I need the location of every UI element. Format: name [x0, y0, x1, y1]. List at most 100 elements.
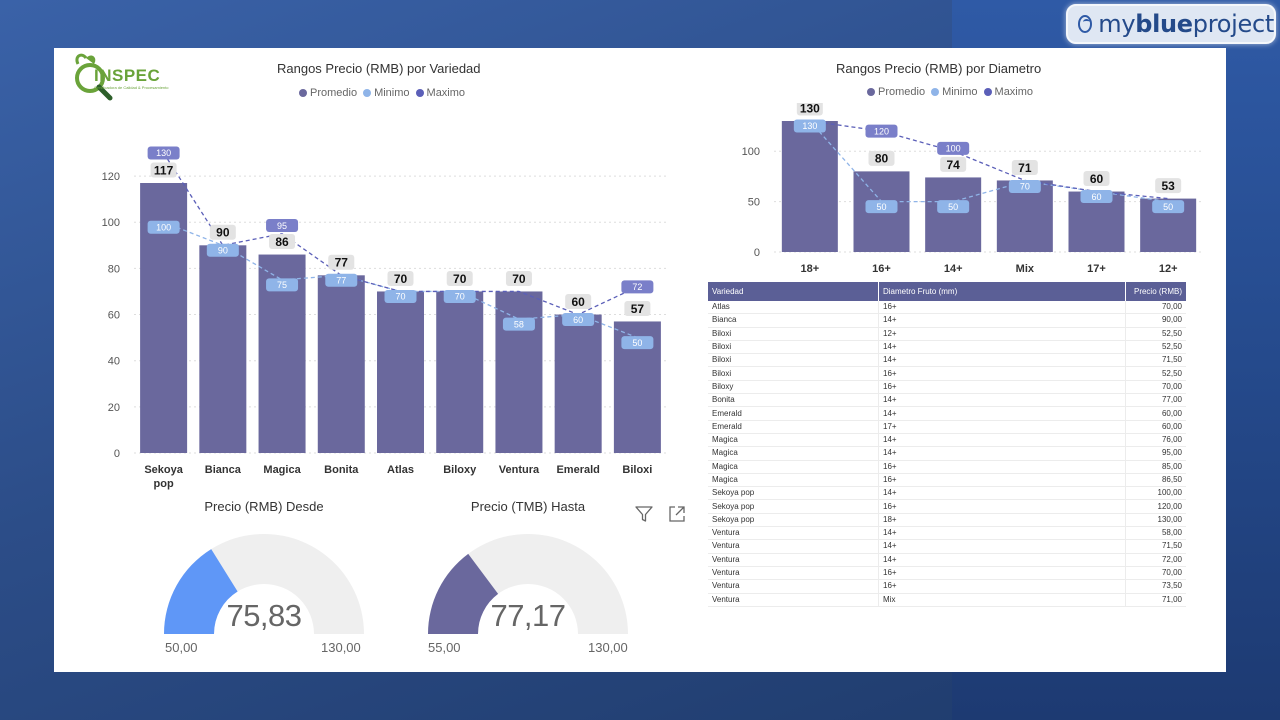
legend2-maximo[interactable]: Maximo [983, 86, 1033, 98]
label-minimo: 70 [1008, 179, 1041, 193]
table-row[interactable]: Magica 16+ 86,50 [708, 473, 1186, 488]
cell-precio: 70,00 [1125, 566, 1186, 581]
label-promedio: 53 [1155, 178, 1182, 194]
label-promedio: 60 [565, 294, 592, 310]
cell-precio: 71,00 [1125, 593, 1186, 607]
table-row[interactable]: Ventura 14+ 58,00 [708, 526, 1186, 541]
table-row[interactable]: Atlas 16+ 70,00 [708, 301, 1186, 315]
label-minimo-text: 50 [948, 202, 958, 212]
table-row[interactable]: Emerald 17+ 60,00 [708, 420, 1186, 434]
y-tick-label: 20 [108, 402, 120, 414]
legend-minimo[interactable]: Minimo [363, 87, 410, 99]
table-row[interactable]: Biloxy 16+ 70,00 [708, 380, 1186, 395]
cell-diametro: 16+ [878, 566, 1126, 581]
label-maximo: 120 [865, 124, 898, 138]
label-promedio-bg [209, 224, 236, 240]
label-promedio-bg [269, 234, 296, 250]
cell-precio: 72,00 [1125, 553, 1186, 567]
label-maximo-bg [865, 124, 898, 138]
legend-promedio[interactable]: Promedio [299, 87, 357, 99]
cell-diametro: 16+ [878, 473, 1126, 488]
legend2-minimo[interactable]: Minimo [931, 86, 978, 98]
precio-table: Variedad Diametro Fruto (mm) Precio (RMB… [708, 282, 1186, 607]
brand-text: myblueproject [1098, 10, 1274, 38]
y-tick-label: 0 [754, 247, 760, 259]
table-row[interactable]: Sekoya pop 16+ 120,00 [708, 499, 1186, 514]
table-row[interactable]: Biloxi 12+ 52,50 [708, 327, 1186, 341]
label-minimo-text: 60 [1091, 192, 1101, 202]
label-promedio-text: 70 [394, 272, 408, 286]
x-tick-label: 17+ [1087, 263, 1106, 275]
label-promedio-text: 57 [631, 302, 645, 316]
gauge1-value: 75,83 [226, 598, 302, 633]
table-row[interactable]: Ventura 16+ 73,50 [708, 579, 1186, 594]
label-promedio-text: 117 [154, 163, 174, 177]
cell-precio: 130,00 [1125, 513, 1186, 528]
label-promedio-bg [796, 103, 823, 116]
table-row[interactable]: Magica 16+ 85,00 [708, 460, 1186, 474]
bar-promedio [495, 291, 543, 453]
label-maximo: 130 [147, 146, 180, 160]
table-header-variedad[interactable]: Variedad [708, 282, 879, 301]
cell-variedad: Biloxi [708, 353, 879, 368]
cell-variedad: Ventura [708, 566, 879, 581]
label-minimo-bg [1008, 179, 1041, 193]
cell-variedad: Sekoya pop [708, 499, 879, 514]
cell-diametro: 18+ [878, 513, 1126, 528]
cell-precio: 70,00 [1125, 380, 1186, 395]
cell-diametro: 14+ [878, 340, 1126, 355]
gauge-fill [164, 549, 238, 634]
cell-variedad: Ventura [708, 593, 879, 607]
bar-promedio [199, 245, 247, 453]
bar-promedio [925, 177, 982, 252]
table-row[interactable]: Magica 14+ 76,00 [708, 433, 1186, 448]
label-promedio-bg [1011, 159, 1038, 175]
table-row[interactable]: Ventura Mix 71,00 [708, 593, 1186, 607]
label-minimo-text: 70 [455, 292, 465, 302]
label-promedio-bg [624, 300, 651, 316]
filter-icon[interactable] [634, 504, 654, 524]
label-promedio: 80 [868, 150, 895, 166]
table-header-precio[interactable]: Precio (RMB) [1125, 282, 1186, 301]
x-tick-label: Biloxy [443, 464, 477, 476]
focus-mode-icon[interactable] [667, 504, 687, 524]
table-row[interactable]: Biloxi 14+ 52,50 [708, 340, 1186, 355]
label-promedio-text: 71 [1018, 161, 1032, 175]
cell-diametro: 14+ [878, 353, 1126, 368]
table-row[interactable]: Emerald 14+ 60,00 [708, 406, 1186, 421]
cell-variedad: Atlas [708, 301, 879, 315]
table-row[interactable]: Ventura 14+ 72,00 [708, 553, 1186, 567]
x-tick-label: pop [154, 478, 174, 490]
legend-maximo[interactable]: Maximo [415, 87, 465, 99]
cell-precio: 73,50 [1125, 579, 1186, 594]
table-row[interactable]: Bianca 14+ 90,00 [708, 313, 1186, 328]
label-promedio-text: 77 [335, 256, 349, 270]
table-row[interactable]: Sekoya pop 14+ 100,00 [708, 486, 1186, 501]
bar-promedio [554, 314, 602, 453]
label-maximo-bg [621, 280, 654, 294]
cell-precio: 71,50 [1125, 353, 1186, 368]
legend2-promedio[interactable]: Promedio [867, 86, 925, 98]
label-minimo-text: 70 [1020, 182, 1030, 192]
label-minimo: 100 [147, 220, 180, 234]
cell-diametro: 16+ [878, 460, 1126, 474]
cell-diametro: 14+ [878, 553, 1126, 567]
table-row[interactable]: Biloxi 14+ 71,50 [708, 353, 1186, 368]
table-row[interactable]: Bonita 14+ 77,00 [708, 393, 1186, 408]
table-row[interactable]: Sekoya pop 18+ 130,00 [708, 513, 1186, 528]
table-header-diametro[interactable]: Diametro Fruto (mm) [878, 282, 1126, 301]
label-minimo: 130 [793, 119, 826, 133]
y-tick-label: 60 [108, 310, 120, 322]
cell-diametro: 14+ [878, 313, 1126, 328]
cell-precio: 100,00 [1125, 486, 1186, 501]
table-row[interactable]: Biloxi 16+ 52,50 [708, 366, 1186, 381]
dashboard-panel: INSPEC Certificadora de Calidad & Proces… [54, 48, 1226, 672]
chart-precio-por-diametro: 0 50 100 18+ 16+ 14+ Mix 17+ 12+ 130 130 80 50 120 74 5… [742, 103, 1204, 275]
label-promedio: 86 [269, 234, 296, 250]
table-row[interactable]: Ventura 16+ 70,00 [708, 566, 1186, 581]
label-minimo-text: 70 [395, 292, 405, 302]
label-maximo: 72 [621, 280, 654, 294]
label-minimo: 70 [384, 289, 417, 303]
table-row[interactable]: Magica 14+ 95,00 [708, 446, 1186, 461]
table-row[interactable]: Ventura 14+ 71,50 [708, 539, 1186, 554]
